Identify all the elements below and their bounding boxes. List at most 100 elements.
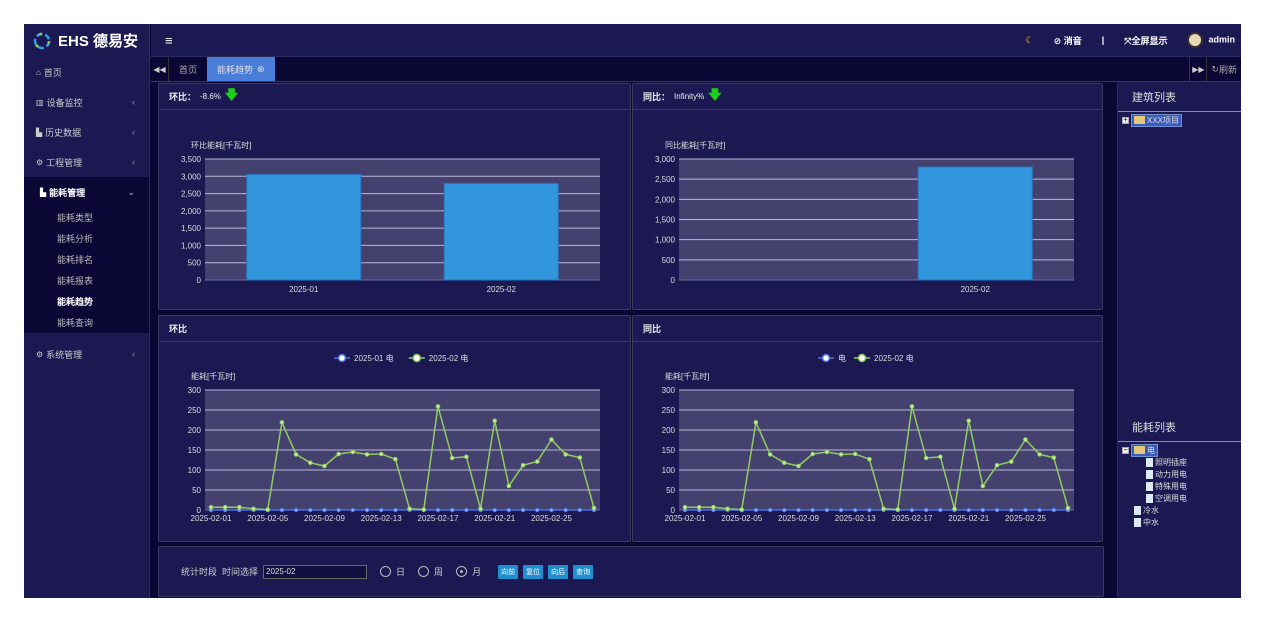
y-axis-title: 能耗[千瓦时] — [665, 371, 709, 381]
tab-scroll-right-button[interactable]: ▶▶ — [1189, 57, 1208, 81]
data-point — [952, 506, 957, 512]
tree-label: 冷水 — [1143, 505, 1159, 515]
data-point — [464, 507, 469, 513]
data-point — [923, 507, 929, 513]
reset-button[interactable]: 复位 — [523, 564, 544, 579]
menu-toggle-icon[interactable]: ≡ — [165, 32, 173, 48]
sidebar-item-home[interactable]: ⌂ 首页 — [24, 57, 149, 87]
y-tick-label: 150 — [188, 446, 202, 455]
data-point — [506, 507, 512, 513]
y-tick-label: 250 — [662, 406, 676, 415]
tab-energy-trend[interactable]: 能耗趋势 ⊗ — [207, 57, 275, 81]
tree-node-project[interactable]: + XXX项目 — [1122, 113, 1237, 127]
query-button[interactable]: 查询 — [573, 564, 594, 579]
expand-icon[interactable]: + — [1122, 116, 1129, 124]
data-point — [753, 507, 759, 513]
sidebar-sub-energy-report[interactable]: 能耗报表 — [57, 276, 94, 286]
prev-button[interactable]: 向前 — [498, 564, 519, 579]
data-point — [421, 507, 427, 512]
y-tick-label: 1,500 — [655, 216, 676, 225]
mom-bar-chart: 环比能耗[千瓦时] 0 500 1,000 1,500 2,000 2,500 3,000 3,… — [181, 140, 600, 294]
sidebar-sub-energy-trend[interactable]: 能耗趋势 — [57, 297, 94, 307]
gear-icon: ⚙ — [36, 349, 44, 359]
bar — [917, 166, 1033, 281]
x-tick-label: 2025-02-05 — [247, 514, 288, 523]
data-point — [563, 507, 568, 513]
next-button[interactable]: 向后 — [548, 564, 569, 579]
y-tick-label: 2,500 — [181, 190, 202, 199]
sidebar-item-device-monitor[interactable]: ▥ 设备监控 ‹ — [24, 87, 149, 117]
yoy-value: Infinity% — [674, 92, 705, 101]
tree-node[interactable]: 中水 — [1122, 516, 1237, 528]
tree-node[interactable]: 冷水 — [1122, 504, 1237, 516]
close-icon[interactable]: ⊗ — [257, 63, 265, 74]
tree-node[interactable]: 照明插座 — [1122, 456, 1237, 468]
data-point — [563, 452, 568, 457]
x-tick-label: 2025-02 — [961, 285, 991, 294]
tab-scroll-left-button[interactable]: ◀◀ — [151, 57, 169, 81]
tree-node-electric[interactable]: − 电 — [1122, 443, 1237, 457]
chevron-left-icon: ‹ — [132, 97, 135, 107]
x-tick-label: 2025-02-09 — [778, 514, 819, 523]
sidebar-item-energy[interactable]: ▙ 能耗管理 ⌄ — [24, 177, 149, 207]
tree-label: 中水 — [1143, 517, 1159, 527]
sidebar-item-history[interactable]: ▙ 历史数据 ‹ — [24, 117, 149, 147]
refresh-button[interactable]: ↻ 刷新 — [1207, 57, 1241, 81]
sidebar-sub-energy-analysis[interactable]: 能耗分析 — [57, 234, 94, 244]
y-tick-label: 50 — [192, 486, 201, 495]
data-point — [378, 451, 384, 457]
sidebar-item-system[interactable]: ⚙ 系统管理 ‹ — [24, 339, 149, 369]
sidebar-item-engineering[interactable]: ⚙ 工程管理 ‹ — [24, 147, 149, 177]
tree-node[interactable]: 动力用电 — [1122, 468, 1237, 480]
data-point — [739, 507, 745, 512]
energy-list-title: 能耗列表 — [1118, 412, 1241, 442]
data-point — [810, 451, 815, 457]
legend-label: 电 — [838, 353, 846, 363]
data-point — [682, 504, 688, 510]
y-tick-label: 2,000 — [181, 207, 202, 216]
x-tick-label: 2025-02-21 — [948, 514, 989, 523]
tree-node[interactable]: 空调用电 — [1122, 492, 1237, 504]
time-input[interactable] — [263, 564, 368, 579]
tree-label: XXX项目 — [1147, 115, 1180, 125]
sidebar-group-energy: ▙ 能耗管理 ⌄ 能耗类型 能耗分析 能耗排名 能耗报表 能耗趋势 能耗查询 — [24, 177, 149, 333]
fullscreen-button[interactable]: ⤧全屏显示 — [1124, 34, 1167, 47]
mom-line-panel: 能耗[千瓦时] 0 50 100 150 200 250 300 2025-02-01 2025-… — [158, 315, 631, 542]
data-point — [492, 418, 498, 424]
sidebar-sub-energy-ranking[interactable]: 能耗排名 — [57, 255, 94, 265]
data-point — [449, 507, 455, 513]
yoy-bar-panel: 同比能耗[千瓦时] 0 500 1,000 1,500 2,000 2,500 3,000 20… — [632, 83, 1103, 310]
data-point — [293, 507, 299, 513]
mute-button[interactable]: ⊘ 消音 — [1054, 34, 1082, 47]
sidebar-sub-energy-query[interactable]: 能耗查询 — [57, 318, 94, 328]
legend-marker — [337, 353, 347, 363]
data-point — [1008, 507, 1014, 513]
data-point — [938, 507, 943, 513]
y-tick-label: 250 — [188, 406, 202, 415]
divider: | — [1101, 35, 1105, 45]
radio-week[interactable] — [418, 566, 430, 577]
moon-icon[interactable]: ☾ — [1025, 34, 1034, 45]
data-point — [492, 507, 498, 513]
data-point — [966, 418, 972, 424]
y-tick-label: 100 — [188, 466, 202, 475]
y-tick-label: 0 — [671, 276, 676, 285]
collapse-icon[interactable]: − — [1122, 446, 1129, 454]
file-icon — [1146, 481, 1153, 491]
tree-node[interactable]: 特殊用电 — [1122, 480, 1237, 492]
radio-month[interactable] — [456, 566, 468, 577]
user-menu[interactable]: admin — [1187, 32, 1235, 48]
data-point — [393, 507, 398, 513]
data-point — [307, 460, 313, 466]
mute-icon: ⊘ — [1053, 35, 1062, 46]
x-tick-label: 2025-02-25 — [531, 514, 572, 523]
panel-title: 环比： — [169, 92, 197, 102]
radio-day[interactable] — [380, 566, 392, 577]
panel-title: 环比 — [169, 324, 188, 334]
data-point — [966, 507, 972, 513]
tree-label: 空调用电 — [1155, 493, 1187, 503]
tab-home[interactable]: 首页 — [179, 64, 198, 75]
x-tick-label: 2025-02-17 — [418, 514, 459, 523]
data-point — [435, 507, 441, 513]
sidebar-sub-energy-type[interactable]: 能耗类型 — [57, 213, 94, 223]
